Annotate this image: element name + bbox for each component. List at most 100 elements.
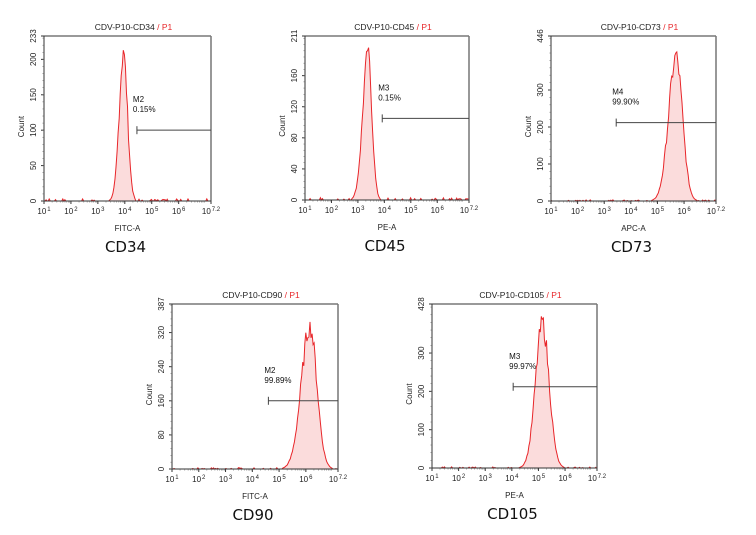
- y-tick-label: 40: [290, 164, 299, 173]
- y-tick-label: 100: [417, 422, 426, 436]
- x-tick-base: 10: [172, 207, 181, 216]
- y-axis-label: Count: [145, 383, 154, 405]
- marker-name: M3: [378, 83, 390, 92]
- x-tick-base: 10: [272, 475, 281, 484]
- x-tick-base: 10: [378, 206, 387, 215]
- y-tick-label: 320: [157, 325, 166, 339]
- x-tick-base: 10: [64, 207, 73, 216]
- x-tick-exponent: 2: [335, 206, 339, 212]
- x-tick-label: 103: [91, 207, 105, 216]
- x-axis-label: FITC-A: [242, 492, 268, 501]
- x-tick-base: 10: [588, 474, 597, 483]
- x-tick-base: 10: [145, 207, 154, 216]
- y-tick-label: 300: [417, 346, 426, 360]
- x-tick-label: 105: [145, 207, 159, 216]
- x-tick-base: 10: [505, 474, 514, 483]
- y-tick-label: 300: [536, 83, 545, 97]
- x-tick-base: 10: [425, 474, 434, 483]
- x-tick-label: 102: [325, 206, 339, 215]
- x-tick-label: 107.2: [329, 475, 348, 484]
- x-tick-exponent: 5: [155, 207, 159, 213]
- panel-title-sample: CDV-P10-CD90: [222, 290, 284, 300]
- x-tick-exponent: 4: [256, 475, 260, 481]
- panel-title-sample: CDV-P10-CD105: [479, 290, 546, 300]
- y-axis-label: Count: [278, 115, 287, 137]
- x-tick-base: 10: [192, 475, 201, 484]
- x-tick-exponent: 4: [634, 207, 638, 213]
- y-tick-label: 0: [290, 197, 299, 202]
- y-tick-label: 0: [157, 466, 166, 471]
- x-tick-label: 105: [404, 206, 418, 215]
- panel-title: CDV-P10-CD105 / P1: [479, 290, 561, 300]
- x-tick-label: 107.2: [707, 207, 726, 216]
- x-tick-base: 10: [329, 475, 338, 484]
- histogram-panel-cd34: CDV-P10-CD34 / P1050100150200233Count101…: [17, 22, 221, 256]
- x-tick-exponent: 2: [202, 475, 206, 481]
- panel-title-sample: CDV-P10-CD73: [601, 22, 663, 32]
- x-tick-exponent: 7.2: [470, 206, 479, 212]
- panel-title: CDV-P10-CD73 / P1: [601, 22, 679, 32]
- panel-caption: CD45: [364, 237, 405, 255]
- panel-title-sample: CDV-P10-CD45: [354, 22, 416, 32]
- x-tick-label: 101: [165, 475, 179, 484]
- histogram-line: [432, 316, 598, 469]
- x-tick-exponent: 6: [182, 207, 186, 213]
- x-tick-label: 105: [272, 475, 286, 484]
- y-tick-label: 200: [536, 120, 545, 134]
- y-tick-label: 428: [417, 297, 426, 311]
- x-tick-base: 10: [651, 207, 660, 216]
- histogram-fill: [172, 321, 338, 469]
- marker-percent: 0.15%: [378, 93, 401, 102]
- x-axis-label: PE-A: [505, 491, 524, 500]
- x-tick-exponent: 2: [462, 474, 466, 480]
- x-tick-exponent: 7.2: [339, 475, 348, 481]
- y-tick-label: 200: [29, 52, 38, 66]
- x-tick-exponent: 6: [568, 474, 572, 480]
- x-tick-label: 106: [677, 207, 691, 216]
- x-tick-exponent: 2: [581, 207, 585, 213]
- histogram-fill: [551, 51, 716, 202]
- histogram-line: [305, 47, 469, 202]
- y-axis-label: Count: [17, 115, 26, 137]
- x-tick-label: 105: [651, 207, 665, 216]
- x-tick-label: 107.2: [588, 474, 607, 483]
- x-tick-label: 104: [118, 207, 132, 216]
- x-tick-label: 101: [544, 207, 558, 216]
- marker-name: M4: [612, 88, 624, 97]
- x-tick-label: 103: [219, 475, 233, 484]
- x-tick-exponent: 4: [388, 206, 392, 212]
- y-axis-label: Count: [524, 115, 533, 137]
- x-tick-base: 10: [299, 475, 308, 484]
- x-tick-base: 10: [677, 207, 686, 216]
- panel-title: CDV-P10-CD90 / P1: [222, 290, 300, 300]
- panel-title: CDV-P10-CD45 / P1: [354, 22, 432, 32]
- x-tick-exponent: 7.2: [598, 474, 607, 480]
- y-tick-label: 240: [157, 359, 166, 373]
- y-tick-label: 120: [290, 100, 299, 114]
- x-tick-label: 104: [378, 206, 392, 215]
- histogram-fill: [432, 316, 597, 468]
- x-tick-base: 10: [452, 474, 461, 483]
- y-tick-label: 200: [417, 384, 426, 398]
- x-tick-base: 10: [298, 206, 307, 215]
- marker-name: M2: [264, 366, 276, 375]
- x-tick-label: 102: [64, 207, 78, 216]
- y-tick-label: 50: [29, 161, 38, 170]
- x-tick-exponent: 6: [687, 207, 691, 213]
- marker-name: M2: [133, 95, 145, 104]
- x-tick-exponent: 4: [515, 474, 519, 480]
- x-tick-label: 101: [298, 206, 312, 215]
- x-tick-exponent: 6: [441, 206, 445, 212]
- y-tick-label: 160: [157, 394, 166, 408]
- y-tick-label: 0: [536, 198, 545, 203]
- x-tick-label: 101: [37, 207, 51, 216]
- x-tick-exponent: 5: [414, 206, 418, 212]
- x-tick-base: 10: [351, 206, 360, 215]
- x-tick-base: 10: [91, 207, 100, 216]
- x-tick-label: 106: [558, 474, 572, 483]
- y-tick-label: 446: [536, 29, 545, 43]
- x-tick-base: 10: [37, 207, 46, 216]
- x-tick-label: 103: [351, 206, 365, 215]
